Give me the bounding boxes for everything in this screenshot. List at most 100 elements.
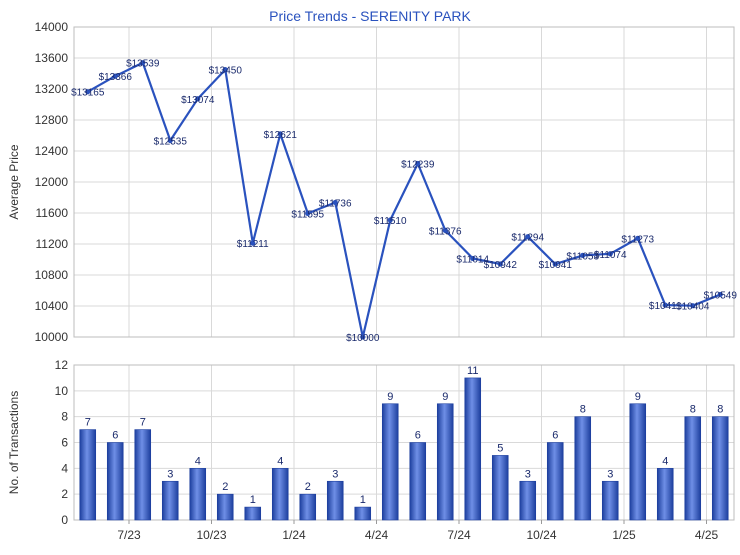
transactions-panel: 0 2 4 6 8 10 12 No. of Transactions 7 6 7 3 4 2 1 4 2 3 1 9… [7,358,735,542]
price-point [525,234,531,240]
tx-bar-value-label: 6 [415,430,421,442]
price-data-label: $13165 [71,88,105,99]
price-data-label: $11074 [594,250,627,261]
price-point [305,210,311,216]
price-data-label: $13074 [181,95,215,106]
tx-bar [409,442,427,521]
price-y-tick-label: 11600 [36,206,69,220]
tx-bar [106,442,124,521]
price-point [277,131,283,137]
x-tick-label: 4/24 [365,528,389,542]
price-y-tick-label: 12400 [35,144,69,158]
tx-bar-value-label: 9 [387,391,393,403]
price-point [195,96,201,102]
tx-bar [464,377,482,521]
price-data-label: $13366 [99,72,133,83]
price-y-tick-label: 12800 [35,113,69,127]
tx-bar [189,468,207,521]
tx-y-tick-label: 0 [61,513,68,527]
tx-bar [711,416,729,521]
price-y-tick-label: 13200 [35,82,69,96]
price-point [580,252,586,258]
price-y-tick-label: 13600 [35,51,69,65]
chart-title: Price Trends - SERENITY PARK [269,8,471,24]
price-data-label: $11736 [319,198,352,209]
tx-bar [546,442,564,521]
tx-bar [491,455,509,521]
tx-plot-frame [73,364,735,521]
tx-bar-value-label: 6 [552,430,558,442]
price-panel: 10000 10400 10800 11200 11600 12000 12400 12800… [7,20,737,344]
price-point [717,291,723,298]
price-point [387,217,393,223]
price-point [662,302,668,308]
price-data-label: $10404 [676,302,710,313]
price-point [222,67,228,73]
tx-bar [354,506,372,521]
tx-bar [684,416,702,521]
tx-bar-value-label: 3 [607,468,613,480]
price-point [167,137,173,144]
tx-bar-value-label: 4 [662,455,668,467]
tx-bar [519,480,537,521]
tx-bar [134,429,152,521]
tx-bar-value-label: 8 [580,404,586,416]
tx-bar-value-label: 9 [442,391,448,403]
price-y-axis-label: Average Price [7,144,21,219]
tx-bar-value-label: 6 [112,430,118,442]
tx-bar [574,416,592,521]
price-data-label: $10549 [704,290,738,301]
tx-bar [216,493,234,521]
price-data-label: $11014 [456,254,489,265]
tx-bar [244,506,262,521]
x-tick-label: 1/25 [612,528,636,542]
tx-bar-value-label: 9 [635,391,641,403]
tx-bar [326,480,344,521]
price-data-label: $11376 [429,226,462,237]
x-tick-label: 4/25 [695,528,719,542]
x-tick-label: 1/24 [282,528,306,542]
price-plot-frame [73,26,735,338]
tx-bar-value-label: 1 [360,494,366,506]
price-data-label: $12535 [154,137,188,148]
tx-bar [436,403,454,521]
tx-y-tick-label: 12 [55,358,69,372]
price-point [635,235,641,241]
tx-bar [271,468,289,521]
price-data-label: $11294 [511,233,544,244]
price-point [552,261,558,267]
price-y-tick-label: 10800 [35,268,69,282]
tx-bar-value-label: 4 [277,455,283,467]
price-point [250,240,256,246]
tx-bar-value-label: 8 [717,404,723,416]
price-data-label: $13539 [126,59,160,70]
tx-bar-value-label: 11 [467,365,478,377]
price-series-line [87,61,721,339]
price-data-label: $11053 [566,251,599,262]
price-point [332,199,338,206]
tx-y-tick-label: 6 [61,436,68,450]
tx-bar-value-label: 4 [195,455,201,467]
x-tick-label: 7/23 [117,528,141,542]
price-point [140,60,146,66]
x-tick-label: 7/24 [447,528,471,542]
tx-y-tick-label: 10 [55,384,69,398]
price-point [85,89,91,95]
tx-bar [381,403,399,521]
x-tick-label: 10/23 [196,528,226,542]
price-data-label: $10411 [649,301,682,312]
tx-bar-value-label: 8 [690,404,696,416]
x-tick-label: 10/24 [526,528,556,542]
price-y-tick-label: 10400 [35,299,69,313]
price-y-tick-label: 14000 [35,20,69,34]
price-data-label: $13450 [209,66,243,77]
price-point [442,227,448,233]
tx-bar-value-label: 3 [525,468,531,480]
price-data-label: $10942 [484,260,518,271]
tx-y-tick-label: 8 [61,410,68,424]
tx-bar [161,480,179,521]
price-point [497,261,503,267]
price-point [690,303,696,309]
